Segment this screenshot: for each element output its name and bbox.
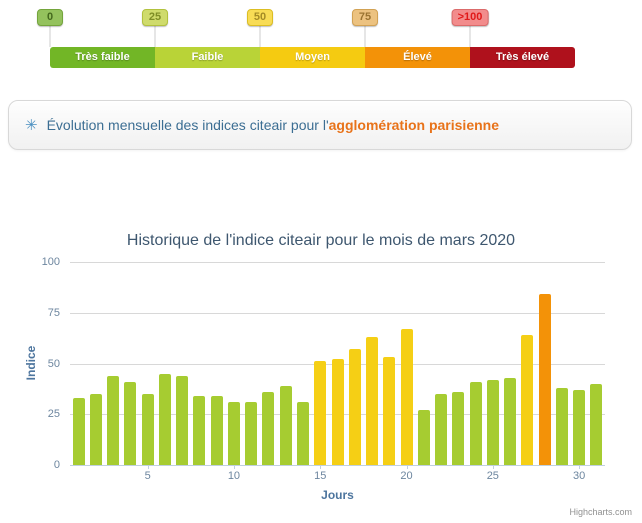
x-tick-label-30: 30 (572, 470, 586, 482)
bar-day-23[interactable] (452, 391, 465, 465)
bar-day-2[interactable] (89, 393, 102, 465)
info-text: Évolution mensuelle des indices citeair … (47, 117, 499, 133)
bar-day-9[interactable] (210, 395, 223, 465)
bar-day-7[interactable] (176, 375, 189, 465)
x-tick-mark (320, 465, 322, 469)
bar-day-12[interactable] (262, 391, 275, 465)
scale-band-4: Très élevé (470, 47, 575, 68)
bar-day-6[interactable] (158, 373, 171, 465)
highcharts-credit[interactable]: Highcharts.com (569, 507, 632, 517)
x-tick-label-10: 10 (227, 470, 241, 482)
scale-connector (49, 26, 51, 47)
bar-day-16[interactable] (331, 359, 344, 465)
scale-badge->100: >100 (451, 9, 489, 26)
bar-day-3[interactable] (107, 375, 120, 465)
y-tick-label-50: 50 (47, 357, 60, 370)
bar-day-13[interactable] (279, 385, 292, 465)
info-text-orange: agglomération parisienne (328, 117, 499, 133)
scale-badge-50: 50 (247, 9, 273, 26)
gridline-75 (70, 312, 605, 314)
x-tick-label-5: 5 (144, 470, 151, 482)
bar-day-20[interactable] (400, 329, 413, 465)
sparkle-icon: ✳ (25, 117, 38, 134)
bar-day-21[interactable] (417, 410, 430, 465)
bar-day-31[interactable] (590, 383, 603, 465)
y-tick-label-100: 100 (41, 256, 60, 268)
scale-connector (259, 26, 261, 47)
chart-title: Historique de l'indice citeair pour le m… (126, 232, 516, 249)
bar-day-28[interactable] (538, 294, 551, 465)
x-tick-mark (233, 465, 235, 469)
gridline-100 (70, 262, 605, 263)
bar-day-18[interactable] (366, 337, 379, 465)
bar-day-17[interactable] (348, 349, 361, 465)
bar-day-4[interactable] (124, 381, 137, 465)
info-text-blue: Évolution mensuelle des indices citeair … (46, 117, 329, 133)
scale-band-3: Élevé (365, 47, 470, 68)
scale-connector (364, 26, 366, 47)
bar-day-25[interactable] (486, 379, 499, 465)
aqi-scale: 0 25 50 75 >100 Très faible Faible Moyen Élevé T… (0, 9, 642, 71)
bar-day-26[interactable] (504, 377, 517, 465)
scale-band-1: Faible (155, 47, 260, 68)
bar-day-27[interactable] (521, 335, 534, 465)
bar-day-1[interactable] (72, 398, 85, 465)
scale-badge-0: 0 (37, 9, 63, 26)
y-tick-label-0: 0 (53, 459, 60, 471)
x-tick-mark (492, 465, 494, 469)
bar-day-15[interactable] (314, 361, 327, 465)
bar-day-10[interactable] (227, 402, 240, 465)
scale-band-0: Très faible (50, 47, 155, 68)
bar-day-19[interactable] (383, 357, 396, 465)
scale-badge-25: 25 (142, 9, 168, 26)
bar-day-29[interactable] (555, 387, 568, 465)
x-tick-label-15: 15 (314, 470, 327, 482)
x-tick-label-25: 25 (486, 470, 499, 482)
x-axis-line (70, 465, 605, 466)
indice-chart: Historique de l'indice citeair pour le m… (0, 224, 642, 523)
scale-connector (154, 26, 156, 47)
x-tick-mark (406, 465, 408, 469)
y-tick-label-75: 75 (47, 306, 60, 319)
bar-day-8[interactable] (193, 395, 206, 465)
scale-badge-75: 75 (352, 9, 378, 26)
bar-day-11[interactable] (245, 402, 258, 465)
y-tick-label-25: 25 (47, 408, 60, 421)
bar-day-30[interactable] (573, 389, 586, 465)
bar-day-22[interactable] (435, 393, 448, 465)
plot-area (70, 262, 605, 465)
scale-band-2: Moyen (260, 47, 365, 68)
bar-day-5[interactable] (141, 393, 154, 465)
scale-connector (469, 26, 471, 47)
x-tick-mark (147, 465, 149, 469)
bar-day-14[interactable] (296, 402, 309, 465)
bar-day-24[interactable] (469, 381, 482, 465)
x-axis-title: Jours (321, 488, 354, 502)
x-tick-label-20: 20 (400, 470, 413, 482)
x-tick-mark (579, 465, 581, 469)
info-banner: ✳ Évolution mensuelle des indices citeai… (8, 100, 632, 150)
